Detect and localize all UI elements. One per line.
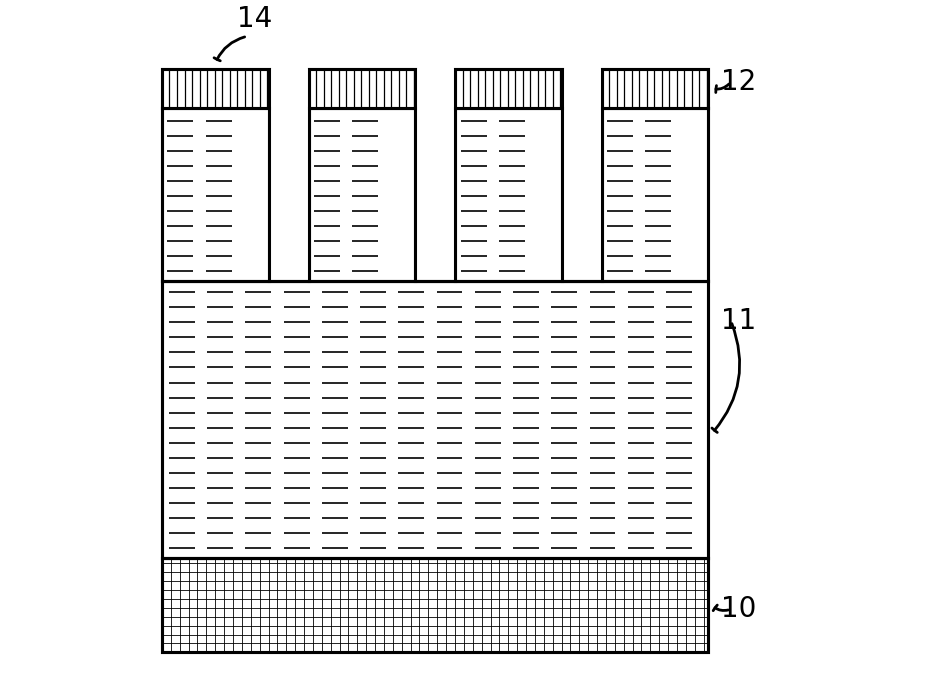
Bar xyxy=(162,108,268,281)
Bar xyxy=(162,69,268,108)
Bar xyxy=(268,69,309,281)
Bar xyxy=(601,108,709,281)
Bar xyxy=(309,108,415,281)
Bar xyxy=(162,558,709,652)
Bar xyxy=(455,69,561,108)
Bar xyxy=(455,108,561,281)
Bar xyxy=(561,69,601,281)
Text: 10: 10 xyxy=(722,596,757,623)
Bar xyxy=(162,281,709,558)
Bar xyxy=(162,281,709,558)
Bar xyxy=(601,69,709,108)
Bar xyxy=(309,69,415,108)
Bar xyxy=(415,69,455,281)
Text: 11: 11 xyxy=(722,307,757,335)
Bar xyxy=(162,558,709,652)
Text: 12: 12 xyxy=(722,68,757,96)
Text: 14: 14 xyxy=(237,5,272,33)
